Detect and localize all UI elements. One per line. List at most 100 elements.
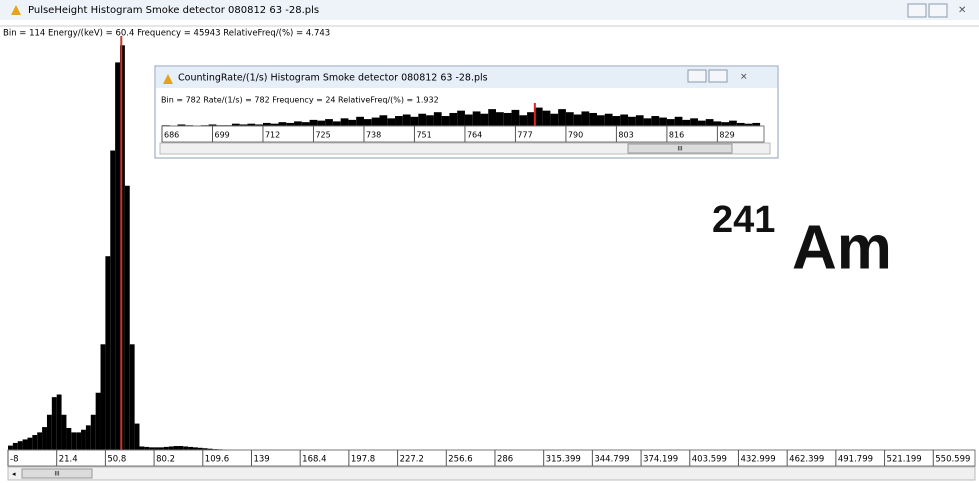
histogram-bar bbox=[496, 112, 504, 126]
histogram-bar bbox=[17, 441, 23, 450]
histogram-bar bbox=[426, 115, 434, 126]
histogram-bar bbox=[628, 116, 636, 126]
x-tick-label: 315.399 bbox=[546, 455, 581, 465]
x-tick-label: 491.799 bbox=[838, 455, 873, 465]
histogram-bar bbox=[207, 448, 213, 450]
histogram-bar bbox=[76, 432, 82, 450]
histogram-bar bbox=[643, 118, 652, 126]
histogram-bar bbox=[340, 118, 349, 126]
histogram-bar bbox=[90, 414, 96, 450]
histogram-bar bbox=[371, 117, 380, 126]
histogram-bar bbox=[309, 119, 318, 126]
app-icon bbox=[163, 74, 173, 84]
x-tick-label: 403.599 bbox=[692, 455, 727, 465]
histogram-bar bbox=[81, 429, 86, 450]
histogram-bar bbox=[12, 442, 18, 450]
child-title-bar bbox=[156, 67, 777, 88]
histogram-bar bbox=[262, 122, 271, 126]
histogram-bar bbox=[158, 447, 164, 450]
x-tick-label: 550.599 bbox=[935, 455, 970, 465]
histogram-bar bbox=[239, 124, 248, 126]
histogram-bar bbox=[51, 397, 57, 450]
scroll-thumb[interactable] bbox=[627, 143, 733, 154]
histogram-bar bbox=[713, 121, 722, 126]
histogram-bar bbox=[527, 112, 535, 126]
histogram-bar bbox=[705, 119, 714, 126]
histogram-bar bbox=[27, 437, 33, 450]
histogram-bar bbox=[433, 112, 442, 126]
close-button[interactable]: ✕ bbox=[740, 73, 748, 83]
x-tick-label: 462.399 bbox=[789, 455, 824, 465]
x-tick-label: 725 bbox=[315, 131, 330, 140]
minimize-button[interactable] bbox=[907, 3, 927, 18]
histogram-bar bbox=[197, 447, 203, 450]
histogram-bar bbox=[124, 185, 130, 450]
scrollbar[interactable] bbox=[7, 466, 976, 481]
x-tick-label: 109.6 bbox=[205, 455, 229, 465]
histogram-bar bbox=[604, 113, 613, 126]
x-tick-label: 256.6 bbox=[448, 455, 472, 465]
x-tick-label: 197.8 bbox=[351, 455, 375, 465]
histogram-bar bbox=[395, 116, 403, 126]
x-tick-label: 21.4 bbox=[59, 455, 78, 465]
scroll-left[interactable]: ◂ bbox=[12, 470, 16, 478]
mass-number: 241 bbox=[712, 199, 775, 241]
histogram-bar bbox=[255, 124, 263, 126]
maximize-button[interactable] bbox=[708, 69, 728, 83]
x-tick-label: 80.2 bbox=[156, 455, 175, 465]
child-scrollbar[interactable] bbox=[159, 142, 771, 155]
histogram-bar bbox=[56, 394, 62, 450]
histogram-bar bbox=[635, 115, 644, 126]
maximize-button[interactable] bbox=[928, 3, 948, 18]
histogram-bar bbox=[418, 113, 427, 126]
histogram-bar bbox=[674, 116, 683, 126]
histogram-bar bbox=[550, 113, 559, 126]
histogram-bar bbox=[651, 116, 660, 126]
histogram-bar bbox=[278, 122, 287, 126]
histogram-bar bbox=[71, 432, 77, 450]
minimize-button[interactable] bbox=[687, 69, 707, 83]
close-button[interactable]: ✕ bbox=[958, 5, 966, 16]
histogram-bar bbox=[332, 121, 341, 126]
histogram-bar bbox=[736, 122, 745, 126]
child-plot: 686 699 712 725 738 751 764 777 790 803 816 829 bbox=[161, 103, 765, 143]
histogram-bar bbox=[42, 427, 47, 450]
histogram-bar bbox=[8, 445, 13, 450]
x-tick-label: 168.4 bbox=[302, 455, 326, 465]
x-tick-label: 432.999 bbox=[740, 455, 775, 465]
scroll-thumb[interactable] bbox=[21, 468, 93, 479]
histogram-bar bbox=[231, 123, 240, 126]
histogram-bar bbox=[620, 114, 629, 126]
histogram-bar bbox=[37, 432, 43, 450]
histogram-bar bbox=[270, 123, 279, 126]
x-tick-label: 374.199 bbox=[643, 455, 678, 465]
histogram-bar bbox=[682, 119, 691, 126]
histogram-bar bbox=[612, 116, 621, 126]
histogram-bar bbox=[581, 111, 590, 126]
histogram-bar bbox=[488, 109, 497, 126]
title-bar bbox=[0, 0, 979, 20]
histogram-bar bbox=[356, 116, 364, 126]
histogram-bar bbox=[286, 122, 295, 126]
x-tick-label: 139 bbox=[253, 455, 269, 465]
histogram-bar bbox=[294, 121, 302, 126]
histogram-bar bbox=[387, 118, 396, 126]
histogram-bar bbox=[66, 427, 72, 450]
histogram-bar bbox=[659, 117, 667, 126]
histogram-bar bbox=[134, 423, 140, 450]
histogram-bar bbox=[534, 107, 543, 126]
axis-box bbox=[7, 449, 976, 467]
window-title: PulseHeight Histogram Smoke detector 080… bbox=[28, 5, 319, 16]
histogram-bar bbox=[596, 115, 605, 126]
x-tick-label: 764 bbox=[467, 131, 482, 140]
histogram-bar bbox=[177, 124, 186, 126]
child-status-text: Bin = 782 Rate/(1/s) = 782 Frequency = 2… bbox=[161, 96, 439, 105]
x-tick-label: 790 bbox=[568, 131, 583, 140]
histogram-bar bbox=[402, 114, 411, 126]
histogram-bar bbox=[721, 122, 730, 126]
x-tick-label: 686 bbox=[164, 131, 179, 140]
scroll-grip: III bbox=[54, 471, 60, 478]
x-tick-label: 829 bbox=[719, 131, 734, 140]
child-window-title: CountingRate/(1/s) Histogram Smoke detec… bbox=[178, 73, 488, 84]
